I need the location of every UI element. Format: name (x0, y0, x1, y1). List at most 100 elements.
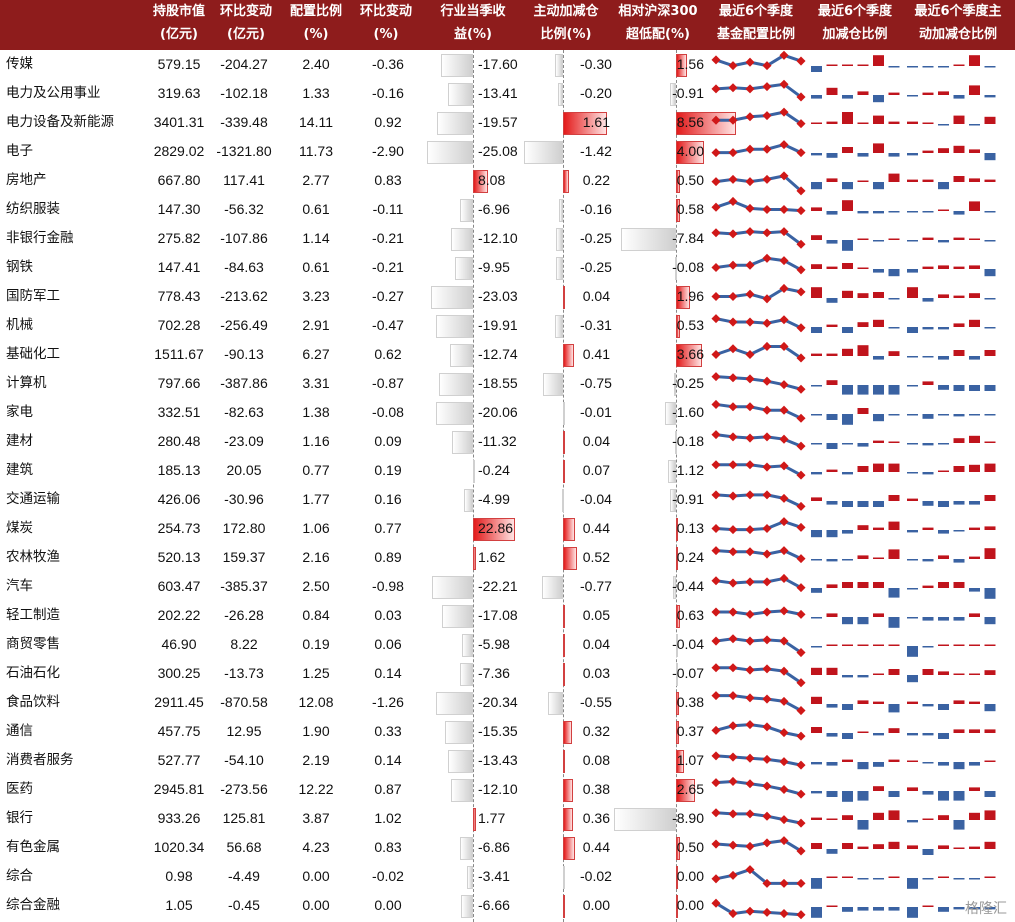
trend-marker (745, 693, 755, 703)
trend-marker (762, 490, 772, 500)
market-value-change: 20.05 (226, 462, 262, 478)
trend-marker (711, 808, 721, 818)
mini-bar (811, 327, 822, 333)
relative-bar (664, 402, 676, 425)
table-row: 传媒 579.15 -204.27 2.40 -0.36 -17.60 -0.30 1.56 (0, 50, 1015, 79)
mini-bar (857, 582, 869, 588)
change-trend-bars (811, 380, 900, 395)
relative-bar (676, 286, 690, 309)
mini-bar (826, 266, 838, 269)
trend-marker (728, 809, 738, 819)
change-trend-bars (811, 143, 900, 158)
relative-hs300: 0.13 (676, 520, 704, 536)
col-header-trend-change: 最近6个季度 加减仓比例 (817, 4, 893, 42)
col-header-relative-hs300: 相对沪深300 超低配(%) (618, 4, 698, 42)
relative-bar (621, 228, 676, 251)
trend-marker (745, 57, 755, 67)
industry-return: -19.91 (478, 317, 518, 333)
change-trend-bars (811, 810, 900, 830)
mini-bar (826, 469, 838, 472)
relative-bar (674, 431, 677, 454)
active-trend-bars (907, 463, 996, 475)
mini-bar (969, 201, 980, 211)
mini-bar (811, 762, 822, 765)
trend-marker (796, 148, 806, 158)
mini-bar (953, 266, 965, 269)
mini-bar (938, 240, 949, 243)
table-row: 综合金融 1.05 -0.45 0.00 0.00 -6.66 0.00 0.00 (0, 891, 1015, 920)
mini-bar (842, 240, 853, 251)
return-bar (448, 750, 473, 773)
industry-return: -23.03 (478, 288, 518, 304)
mini-bar (922, 704, 934, 707)
trend-line (715, 82, 802, 99)
active-change-bar (563, 721, 572, 744)
trend-marker (779, 757, 789, 767)
change-trend-bars (811, 727, 900, 739)
mini-bar (842, 290, 853, 298)
change-trend-bars (811, 345, 900, 360)
trend-marker (711, 84, 721, 94)
mini-bar (984, 729, 996, 733)
weight-change: 0.09 (374, 433, 402, 449)
relative-hs300: -0.91 (672, 85, 704, 101)
trend-marker (711, 349, 721, 360)
mini-bar (826, 87, 838, 95)
active-trend-bars (907, 729, 996, 739)
return-bar (436, 315, 473, 338)
mini-bar (842, 501, 853, 507)
trend-marker (796, 554, 806, 564)
mini-bar (922, 905, 934, 907)
return-bar (440, 54, 473, 77)
market-value: 1511.67 (154, 346, 204, 362)
active-change: 0.32 (582, 723, 610, 739)
trend-marker (711, 663, 721, 673)
relative-bar (676, 837, 680, 860)
mini-bar (953, 559, 965, 563)
change-trend-bars (811, 440, 900, 449)
mini-bar (907, 787, 918, 791)
weight: 12.22 (298, 781, 334, 797)
trend-marker (762, 754, 772, 764)
mini-bar (888, 841, 900, 849)
mini-bar (984, 810, 996, 820)
active-trend-bars (907, 526, 996, 534)
trend-marker (796, 760, 806, 770)
mini-bar (938, 148, 949, 153)
table-row: 通信 457.75 12.95 1.90 0.33 -15.35 0.32 0.37 (0, 717, 1015, 746)
trend-marker (796, 56, 806, 66)
mini-bar (969, 414, 980, 416)
market-value: 778.43 (157, 288, 201, 304)
industry-return: -18.55 (478, 375, 518, 391)
mini-bar (873, 644, 884, 646)
industry-name: 机械 (6, 317, 33, 333)
trend-marker (728, 547, 738, 557)
mini-bar (873, 240, 884, 242)
industry-return: -13.43 (478, 752, 518, 768)
mini-bar (811, 817, 822, 820)
trend-marker (728, 402, 738, 412)
mini-bar (938, 644, 949, 646)
table-row: 消费者服务 527.77 -54.10 2.19 0.14 -13.43 0.08 1.07 (0, 746, 1015, 775)
weight: 0.61 (302, 259, 330, 275)
mini-bar (922, 472, 934, 475)
change-trend-bars (811, 667, 900, 678)
return-bar (459, 663, 473, 686)
active-change-bar (561, 489, 564, 512)
active-change: 0.07 (582, 462, 610, 478)
return-bar (473, 808, 477, 831)
return-bar (460, 837, 473, 860)
mini-bar (857, 644, 869, 646)
mini-bar (907, 733, 918, 736)
mini-bar (873, 733, 884, 736)
relative-bar (668, 460, 676, 483)
return-bar (460, 895, 473, 918)
weight: 6.27 (302, 346, 330, 362)
mini-bar (826, 121, 838, 124)
mini-bar (826, 414, 838, 420)
trend-marker (796, 501, 806, 511)
trend-line (716, 609, 802, 616)
mini-bar (873, 319, 884, 327)
weight: 2.50 (302, 578, 330, 594)
trend-line (716, 463, 802, 477)
